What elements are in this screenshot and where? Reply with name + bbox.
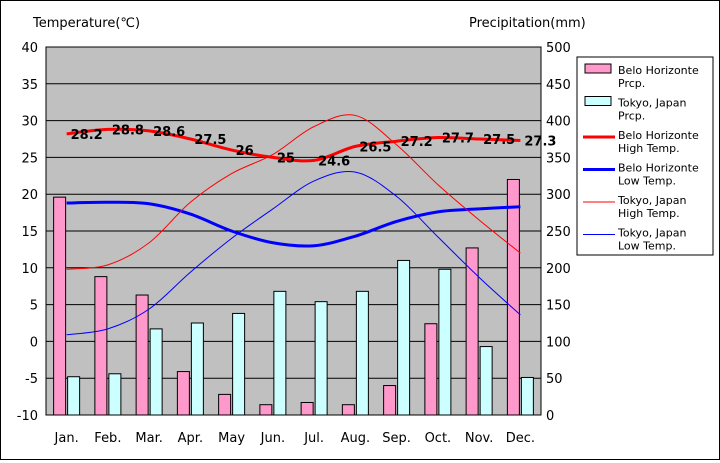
left-tick-label: 30 [21, 115, 38, 130]
data-label: 27.5 [194, 133, 226, 148]
temp-line [66, 114, 521, 270]
precip-bar [94, 276, 108, 416]
data-label: 27.3 [524, 134, 556, 149]
legend-label: Prcp. [618, 110, 645, 123]
left-tick-label: 35 [21, 78, 38, 93]
left-tick-label: 15 [21, 225, 38, 240]
x-tick-label: Feb. [94, 431, 121, 446]
data-label: 28.6 [153, 125, 185, 140]
left-tick-label: 20 [21, 188, 38, 203]
x-tick-label: Apr. [178, 431, 203, 446]
precip-bar [108, 373, 122, 416]
left-tick-label: 25 [21, 151, 38, 166]
precip-bar [259, 404, 273, 416]
right-tick-label: 300 [546, 188, 571, 203]
precip-bar [314, 301, 328, 416]
precip-bar [53, 196, 67, 416]
temp-line [66, 200, 521, 248]
legend-label: Low Temp. [618, 240, 676, 253]
x-tick-label: Oct. [425, 431, 452, 446]
data-label: 28.2 [71, 128, 103, 143]
right-tick-label: 100 [546, 335, 571, 350]
precip-bar [149, 328, 163, 416]
precip-bar [67, 376, 81, 416]
temp-line [66, 127, 521, 163]
right-tick-label: 200 [546, 262, 571, 277]
right-tick-label: 350 [546, 151, 571, 166]
x-tick-label: Aug. [341, 431, 371, 446]
right-tick-label: 150 [546, 299, 571, 314]
precip-bar [397, 259, 411, 416]
right-tick-label: 0 [546, 409, 554, 424]
x-tick-label: Sep. [382, 431, 411, 446]
right-tick-label: 250 [546, 225, 571, 240]
left-tick-label: -5 [25, 372, 38, 387]
precip-bar [438, 268, 452, 416]
data-label: 28.8 [112, 123, 144, 138]
legend-label: Prcp. [618, 77, 645, 90]
right-axis-title: Precipitation(mm) [469, 16, 586, 31]
precip-bar [465, 247, 479, 416]
temp-line [66, 171, 521, 336]
precip-bar [479, 346, 493, 416]
legend-label: High Temp. [618, 142, 680, 155]
precip-bar [300, 401, 314, 416]
right-tick-label: 50 [546, 372, 563, 387]
x-tick-label: Jan. [54, 431, 79, 446]
data-label: 26.5 [359, 140, 391, 155]
x-tick-label: Mar. [135, 431, 162, 446]
legend-swatch [584, 96, 612, 106]
data-label: 26 [236, 144, 254, 159]
legend-swatch [584, 63, 612, 74]
x-tick-label: Jun. [260, 431, 285, 446]
precip-bar [355, 290, 369, 416]
legend-label: Belo Horizonte [618, 162, 699, 175]
left-tick-label: 5 [30, 299, 38, 314]
left-tick-label: 40 [21, 41, 38, 56]
x-tick-label: May [218, 431, 245, 446]
precip-bar [424, 323, 438, 416]
legend-box [576, 56, 714, 256]
x-tick-label: Dec. [506, 431, 535, 446]
data-label: 27.5 [483, 133, 515, 148]
precip-bar [520, 376, 534, 416]
precip-bar [383, 385, 397, 416]
precip-bar [341, 404, 355, 416]
x-tick-label: Nov. [465, 431, 494, 446]
data-label: 27.2 [401, 135, 433, 150]
x-tick-label: Jul. [303, 431, 324, 446]
left-tick-label: 10 [21, 262, 38, 277]
legend-label: Belo Horizonte [618, 64, 699, 77]
data-label: 25 [277, 151, 295, 166]
plot-border [45, 46, 542, 416]
right-tick-label: 450 [546, 78, 571, 93]
left-axis-title: Temperature(℃) [32, 16, 140, 31]
precip-bar [273, 290, 287, 416]
precip-bar [232, 312, 246, 416]
legend-label: Tokyo, Japan [617, 227, 686, 240]
data-label: 27.7 [442, 132, 474, 147]
precip-bar [506, 178, 520, 416]
legend-label: Tokyo, Japan [617, 194, 686, 207]
precip-bar [218, 393, 232, 416]
legend-label: Belo Horizonte [618, 129, 699, 142]
legend-label: Tokyo, Japan [617, 97, 686, 110]
legend-label: High Temp. [618, 207, 680, 220]
legend-label: Low Temp. [618, 175, 676, 188]
left-tick-label: 0 [30, 335, 38, 350]
right-tick-label: 400 [546, 115, 571, 130]
left-tick-label: -10 [17, 409, 38, 424]
right-tick-label: 500 [546, 41, 571, 56]
precip-bar [190, 322, 204, 416]
data-label: 24.6 [318, 154, 350, 169]
precip-bar [176, 371, 190, 416]
